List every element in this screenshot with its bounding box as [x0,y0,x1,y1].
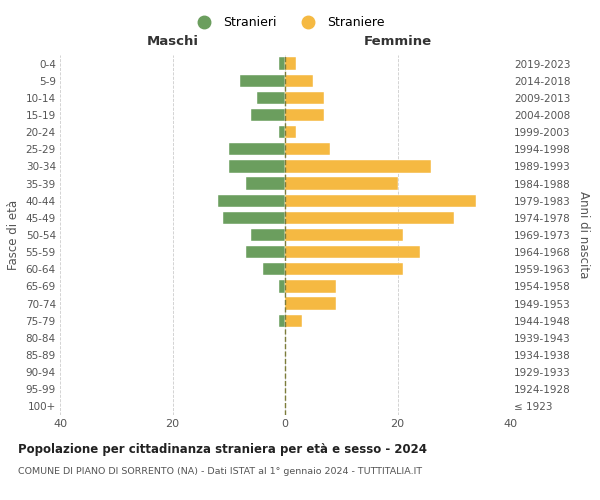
Bar [245,178,285,190]
Y-axis label: Fasce di età: Fasce di età [7,200,20,270]
Text: Popolazione per cittadinanza straniera per età e sesso - 2024: Popolazione per cittadinanza straniera p… [18,442,427,456]
Bar [263,263,285,276]
Bar [229,160,285,172]
Bar [285,246,420,258]
Bar [285,263,403,276]
Bar [285,280,335,292]
Bar [285,92,325,104]
Bar [285,314,302,327]
Bar [280,280,285,292]
Legend: Stranieri, Straniere: Stranieri, Straniere [187,11,389,34]
Bar [285,298,335,310]
Bar [285,178,398,190]
Bar [218,194,285,207]
Bar [285,160,431,172]
Bar [285,229,403,241]
Bar [280,314,285,327]
Text: Maschi: Maschi [146,35,199,48]
Bar [240,74,285,87]
Bar [251,229,285,241]
Y-axis label: Anni di nascita: Anni di nascita [577,192,590,278]
Bar [285,212,454,224]
Bar [285,74,313,87]
Bar [285,126,296,138]
Bar [280,126,285,138]
Bar [223,212,285,224]
Bar [285,58,296,70]
Bar [229,143,285,156]
Text: COMUNE DI PIANO DI SORRENTO (NA) - Dati ISTAT al 1° gennaio 2024 - TUTTITALIA.IT: COMUNE DI PIANO DI SORRENTO (NA) - Dati … [18,468,422,476]
Bar [245,246,285,258]
Bar [257,92,285,104]
Bar [251,109,285,121]
Bar [285,109,325,121]
Bar [285,143,330,156]
Bar [285,194,476,207]
Bar [280,58,285,70]
Text: Femmine: Femmine [364,35,431,48]
